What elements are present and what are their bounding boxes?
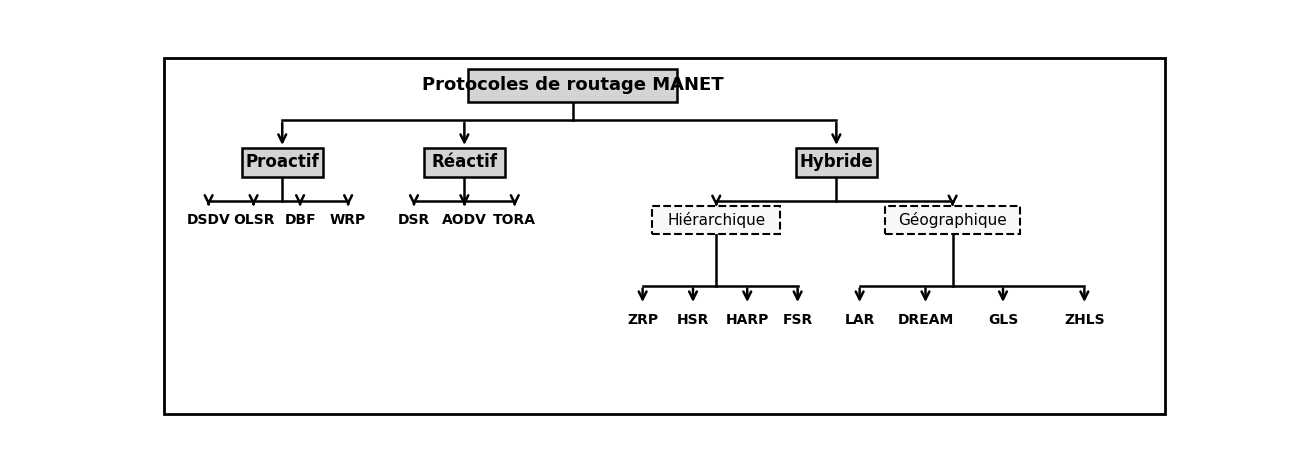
Text: TORA: TORA [493, 213, 536, 227]
Text: DREAM: DREAM [898, 313, 953, 327]
Text: Protocoles de routage MANET: Protocoles de routage MANET [422, 76, 724, 95]
Text: GLS: GLS [988, 313, 1018, 327]
FancyBboxPatch shape [795, 148, 877, 177]
Text: ZHLS: ZHLS [1064, 313, 1105, 327]
Text: ZRP: ZRP [626, 313, 658, 327]
Text: HARP: HARP [725, 313, 769, 327]
FancyBboxPatch shape [424, 148, 505, 177]
FancyBboxPatch shape [241, 148, 323, 177]
Text: Proactif: Proactif [245, 154, 319, 171]
Text: WRP: WRP [329, 213, 366, 227]
Text: Hiérarchique: Hiérarchique [667, 212, 765, 228]
Text: Hybride: Hybride [799, 154, 873, 171]
Text: AODV: AODV [442, 213, 486, 227]
FancyBboxPatch shape [652, 206, 781, 234]
Text: DSDV: DSDV [187, 213, 231, 227]
Text: DBF: DBF [284, 213, 316, 227]
Text: Réactif: Réactif [432, 154, 497, 171]
FancyBboxPatch shape [468, 69, 677, 102]
Text: Géographique: Géographique [899, 212, 1006, 228]
Text: DSR: DSR [398, 213, 431, 227]
Text: LAR: LAR [844, 313, 874, 327]
Text: FSR: FSR [782, 313, 813, 327]
FancyBboxPatch shape [885, 206, 1021, 234]
Text: HSR: HSR [677, 313, 709, 327]
Text: OLSR: OLSR [233, 213, 275, 227]
